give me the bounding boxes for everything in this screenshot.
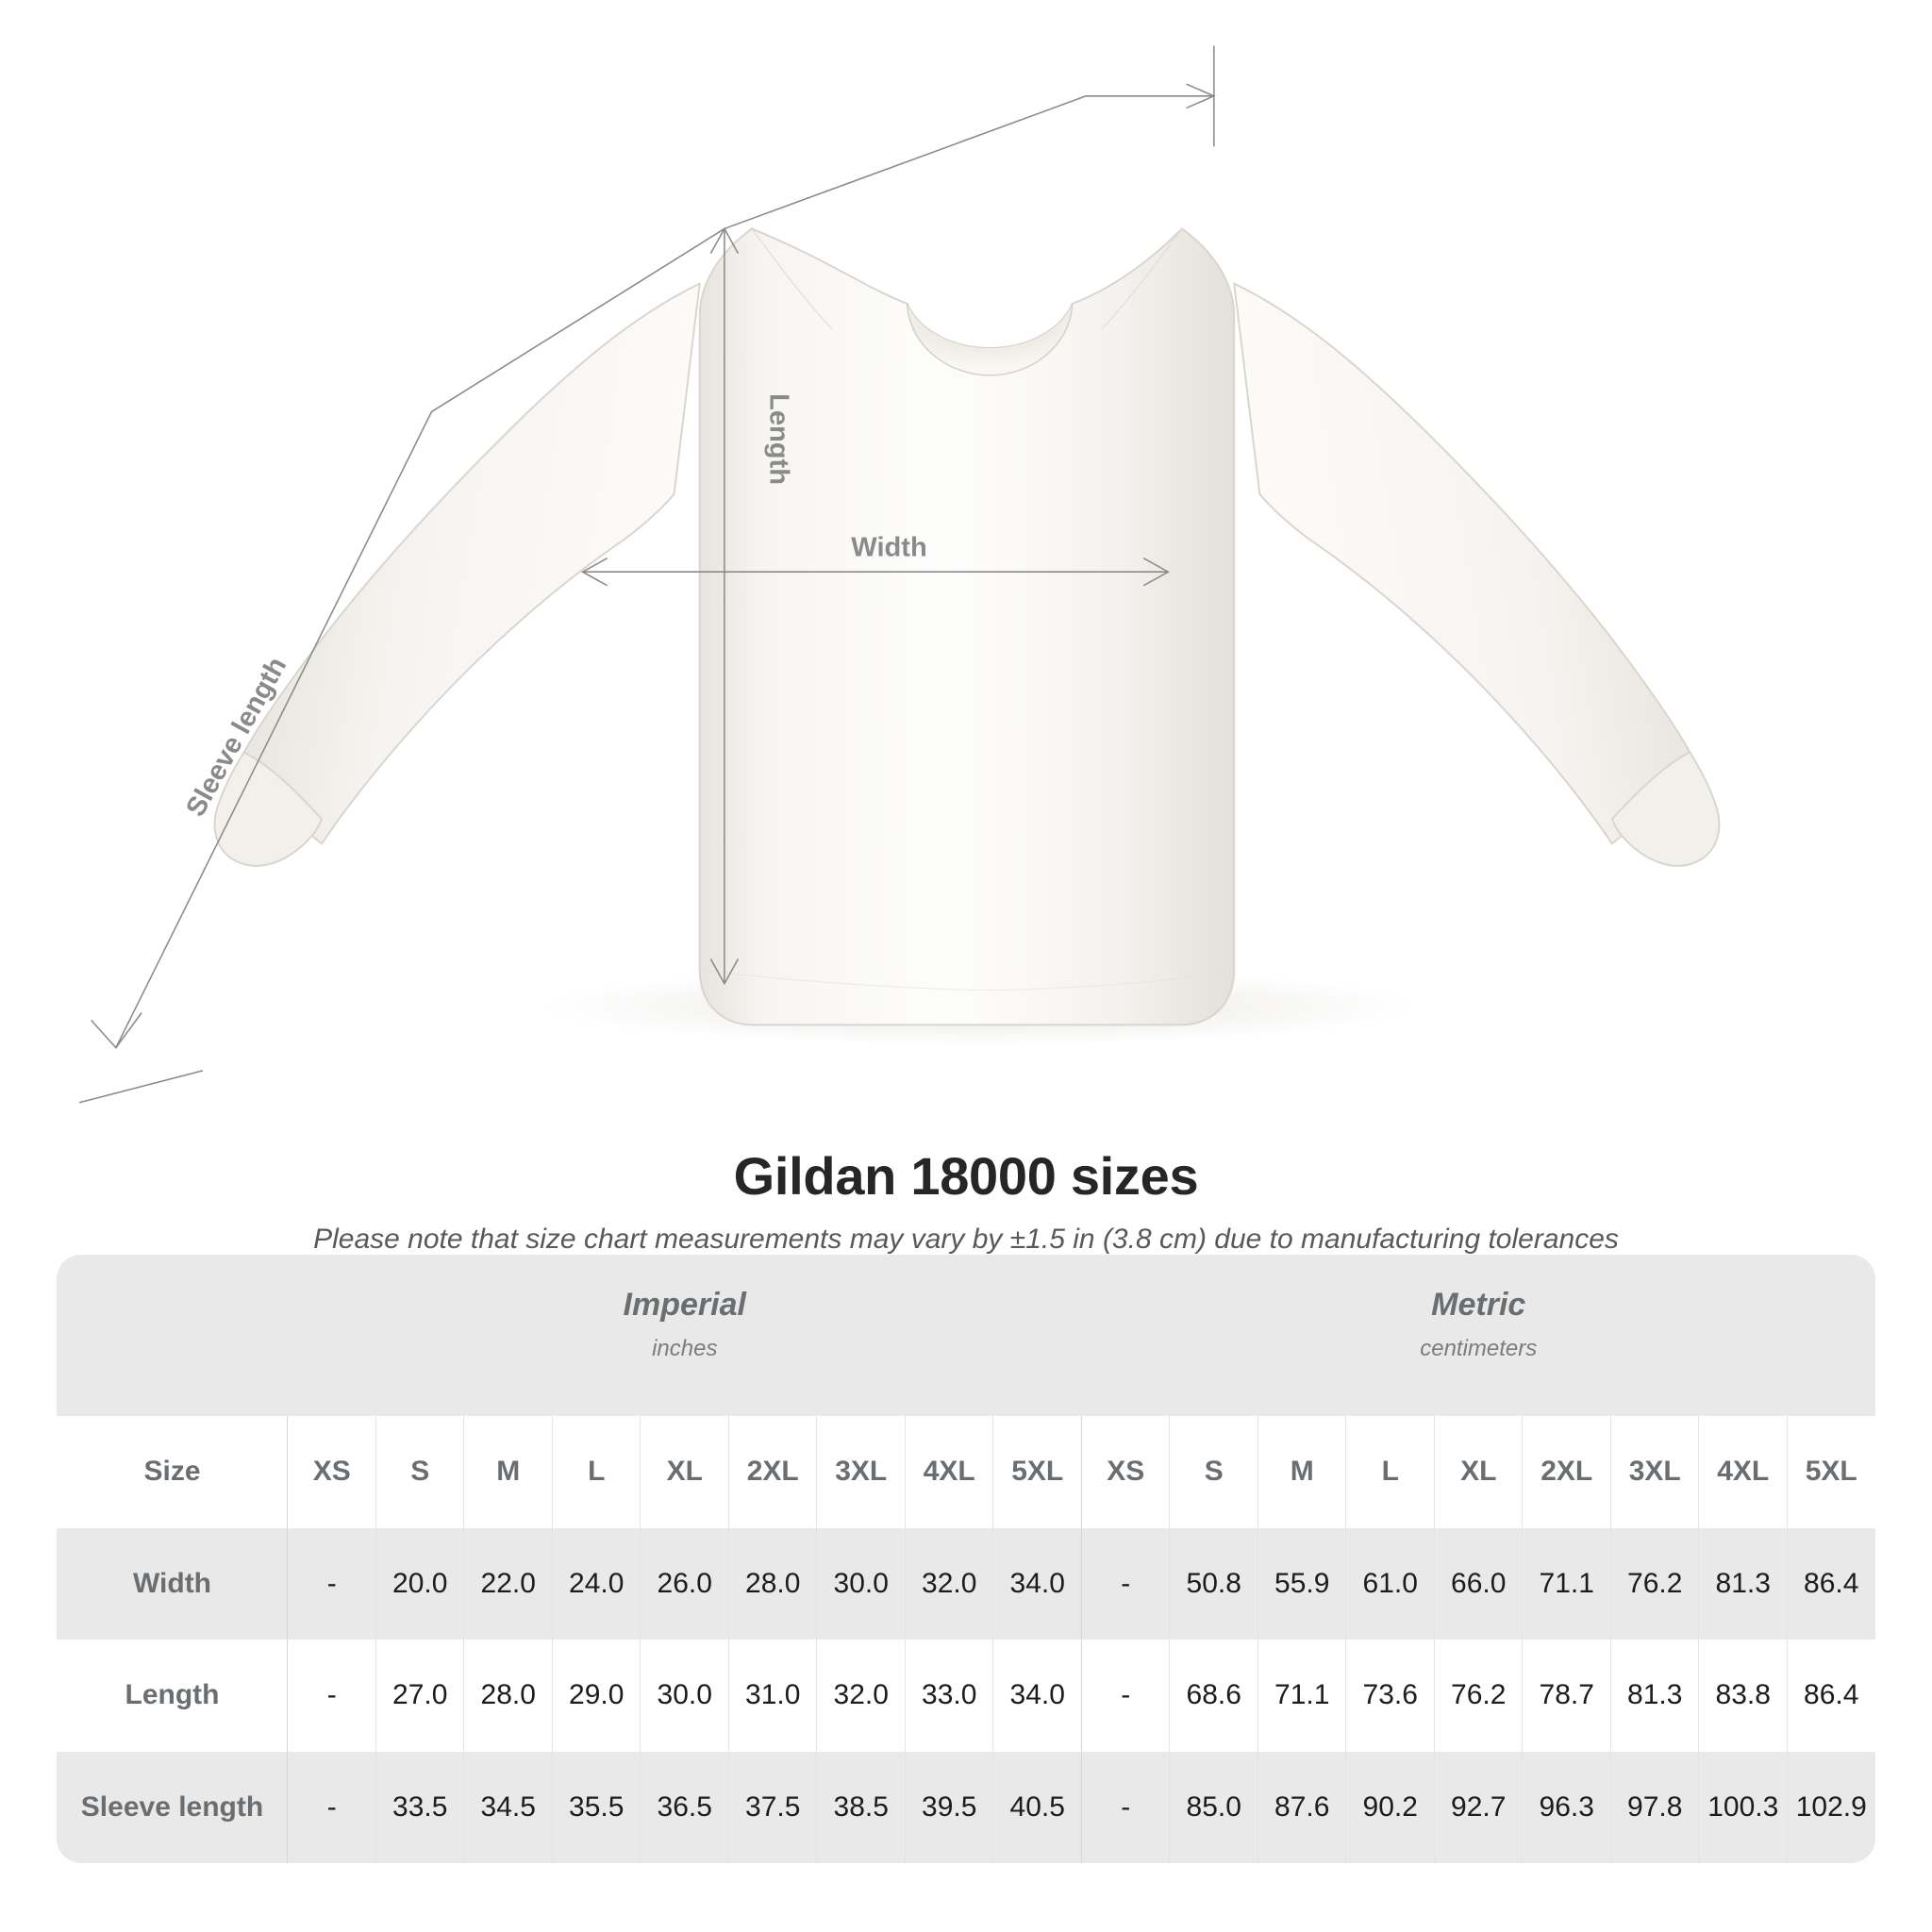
svg-text:Width: Width (851, 533, 927, 563)
svg-text:Length: Length (763, 393, 793, 485)
